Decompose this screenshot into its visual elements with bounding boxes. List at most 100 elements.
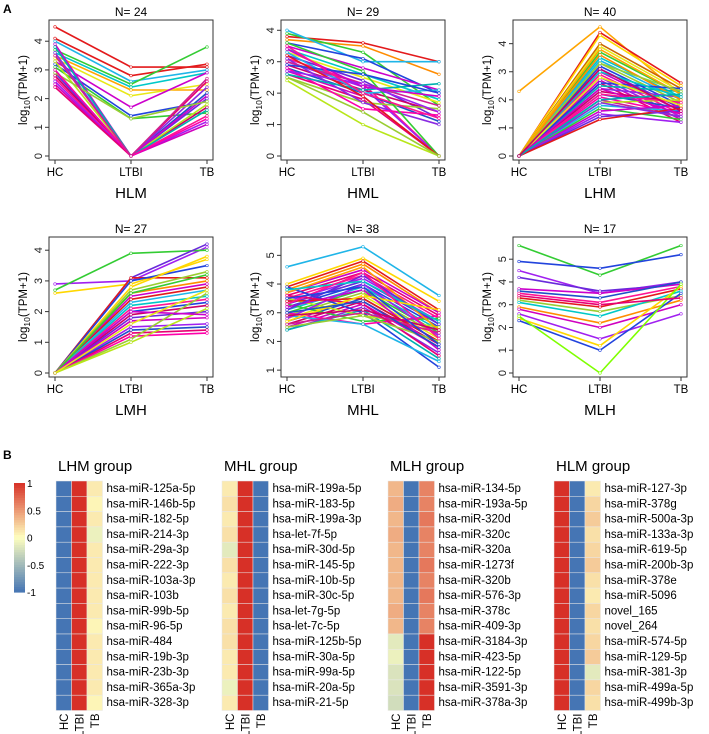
series-point <box>437 334 441 338</box>
series-point <box>361 285 365 289</box>
series-point <box>129 88 133 92</box>
heatmap-cell <box>553 511 570 528</box>
heatmap-row-label: hsa-miR-193a-5p <box>439 498 528 510</box>
heatmap-cell <box>237 557 254 574</box>
colorbar-segment <box>14 582 25 586</box>
pattern-label: HLM <box>115 185 147 202</box>
series-point <box>437 357 441 361</box>
heatmap-row-label: hsa-miR-99b-5p <box>107 605 189 617</box>
heatmap-row-label: hsa-miR-103b <box>107 590 179 602</box>
heatmap-cell <box>387 603 404 619</box>
series-point <box>285 265 289 269</box>
heatmap-cell <box>55 664 72 681</box>
series-point <box>517 154 521 158</box>
series-point <box>361 100 365 105</box>
y-tick-label: 1 <box>265 122 277 128</box>
series-point <box>53 85 57 89</box>
series-point <box>285 78 289 83</box>
heatmap-cell <box>553 572 570 589</box>
series-point <box>129 300 133 304</box>
series-point <box>598 112 602 116</box>
heatmap-cell <box>252 633 269 650</box>
heatmap-row-label: hsa-miR-145-5p <box>273 560 355 572</box>
heatmap-cell <box>71 664 88 681</box>
panel-label-b: B <box>3 448 12 462</box>
heatmap-row-label: hsa-miR-122-5p <box>439 667 521 679</box>
x-tick-label: TB <box>432 167 447 179</box>
heatmap-row-label: novel_165 <box>605 605 658 617</box>
series-point <box>361 41 365 45</box>
heatmap-cell <box>569 679 586 696</box>
y-tick-label: 2 <box>265 338 277 344</box>
heatmap-row-label: hsa-miR-619-5p <box>605 544 687 556</box>
series-point <box>205 254 209 258</box>
series-point <box>679 291 683 295</box>
heatmap-cell <box>71 557 88 574</box>
heatmap-row-label: hsa-miR-423-5p <box>439 651 521 663</box>
series-point <box>361 319 365 323</box>
heatmap-cell <box>237 572 254 589</box>
series-point <box>598 303 602 307</box>
heatmap-cell <box>418 511 435 528</box>
heatmap-cell <box>403 511 420 528</box>
x-tick-label: TB <box>432 384 447 396</box>
heatmap-cell <box>86 679 103 696</box>
series-point <box>598 109 602 113</box>
series-point <box>205 65 209 69</box>
series-line <box>518 244 682 276</box>
series-point <box>598 101 602 105</box>
series-point <box>679 95 683 99</box>
heatmap-column-label: HC <box>391 714 403 731</box>
series-point <box>129 328 133 332</box>
heatmap-cell <box>86 603 103 619</box>
series-point <box>285 44 289 48</box>
series-point <box>598 95 602 99</box>
series-point <box>437 339 441 344</box>
y-axis-label-subscript: 10 <box>254 317 264 327</box>
series-point <box>598 30 602 35</box>
series-point <box>205 288 209 292</box>
heatmap-cell <box>418 603 435 619</box>
heatmap-cell <box>86 633 103 650</box>
heatmap-cell <box>237 587 254 604</box>
series-point <box>598 53 602 57</box>
y-axis-label-subscript: 10 <box>486 317 496 327</box>
heatmap-cell <box>403 633 420 650</box>
series-point <box>437 94 441 98</box>
colorbar-tick-label: -0.5 <box>27 561 45 572</box>
series-point <box>205 99 209 104</box>
series-point <box>598 337 602 341</box>
series-point <box>437 354 441 358</box>
series-point <box>437 311 441 315</box>
y-tick-label: 0 <box>33 370 45 376</box>
series-point <box>679 115 683 119</box>
colorbar-segment <box>14 569 25 573</box>
heatmap-cell <box>403 526 420 543</box>
series-point <box>205 313 209 317</box>
y-tick-label: 2 <box>265 90 277 96</box>
x-tick-label: TB <box>200 384 215 396</box>
heatmap-row-label: hsa-miR-214-3p <box>107 529 189 541</box>
x-tick-label: LTBI <box>351 384 374 396</box>
y-axis-label-prefix: log <box>18 110 30 125</box>
heatmap-cell <box>55 633 72 650</box>
series-point <box>205 291 209 295</box>
series-point <box>437 351 441 355</box>
series-point <box>129 117 133 121</box>
series-point <box>129 303 133 308</box>
y-tick-label: 0 <box>497 370 509 376</box>
series-point <box>129 340 133 344</box>
series-point <box>598 296 602 300</box>
x-tick-label: HC <box>47 167 64 179</box>
y-tick-label: 4 <box>33 38 45 44</box>
series-point <box>437 104 441 108</box>
y-tick-label: 4 <box>33 247 45 253</box>
series-point <box>285 31 289 36</box>
series-point <box>679 81 683 85</box>
y-axis-label-prefix: log <box>250 110 262 125</box>
series-point <box>598 84 602 88</box>
series-point <box>129 322 133 326</box>
series-point <box>129 331 133 335</box>
series-point <box>598 75 602 79</box>
